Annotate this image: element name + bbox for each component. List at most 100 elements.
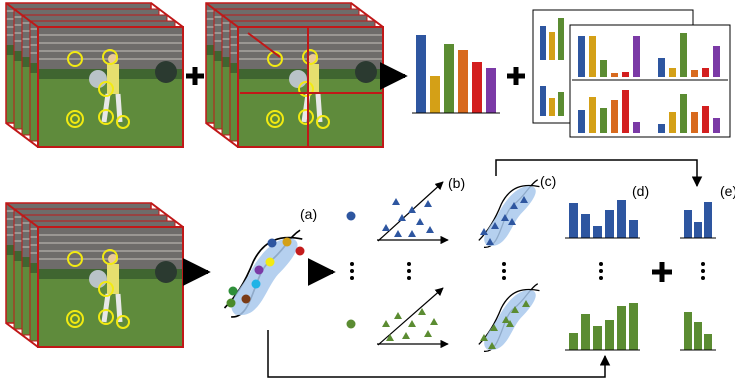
- cluster-dot: [347, 212, 356, 221]
- histogram: [629, 220, 638, 238]
- histogram: [593, 326, 602, 350]
- label-d: (d): [632, 183, 649, 199]
- ellipsis: [701, 269, 705, 273]
- histogram: [593, 226, 602, 238]
- histogram: [569, 333, 578, 350]
- ellipsis: [407, 269, 411, 273]
- histogram-set: [611, 100, 618, 133]
- scatter: [377, 182, 448, 345]
- feature-points: [266, 258, 275, 267]
- histogram: [565, 200, 640, 238]
- histogram-set: [633, 36, 640, 77]
- feature-points: [268, 239, 277, 248]
- triangles: [382, 198, 434, 237]
- histogram: [581, 314, 590, 350]
- ellipsis: [599, 276, 603, 280]
- histogram: [629, 303, 638, 350]
- histogram: [581, 214, 590, 238]
- ellipsis: [502, 262, 506, 266]
- ellipsis: [350, 269, 354, 273]
- histogram-set: [611, 73, 618, 77]
- figure: (a) (b) (c) (d) (e): [0, 0, 735, 381]
- ellipsis: [701, 276, 705, 280]
- histogram: [565, 303, 640, 350]
- histogram-set: [540, 26, 546, 60]
- label-c: (c): [540, 173, 556, 189]
- ellipsis: [599, 262, 603, 266]
- histogram: [704, 334, 712, 350]
- histogram-set: [600, 60, 607, 77]
- label-a: (a): [300, 206, 317, 222]
- histogram-set: [680, 33, 687, 77]
- manifold: [479, 180, 540, 248]
- histogram-set: [533, 10, 730, 137]
- figure: [382, 308, 438, 341]
- histogram-set: [658, 58, 665, 77]
- histogram-set: [702, 68, 709, 77]
- plus: [186, 67, 204, 85]
- histogram-set: [680, 94, 687, 133]
- histogram-set: [669, 68, 676, 77]
- connector: [268, 330, 605, 377]
- histogram: [680, 312, 716, 350]
- histogram-set: [633, 122, 640, 133]
- histogram-set: [578, 36, 585, 77]
- histogram-set: [589, 36, 596, 77]
- plus: [507, 67, 525, 85]
- histogram: [680, 202, 716, 238]
- ellipsis: [350, 262, 354, 266]
- video-cube: [6, 203, 183, 347]
- histogram: [458, 50, 468, 113]
- histogram-set: [622, 72, 629, 77]
- histogram-set: [658, 124, 665, 133]
- histogram: [704, 202, 712, 238]
- histogram: [617, 200, 626, 238]
- histogram: [694, 322, 702, 350]
- histogram: [684, 210, 692, 238]
- triangles: [382, 198, 434, 237]
- histogram-set: [558, 92, 564, 116]
- histogram: [694, 222, 702, 238]
- feature-points: [283, 238, 292, 247]
- ellipsis: [502, 269, 506, 273]
- feature-points: [242, 295, 251, 304]
- histogram-set: [578, 110, 585, 133]
- label-e: (e): [720, 183, 735, 199]
- video-cube: [206, 3, 383, 147]
- plus: [652, 262, 672, 282]
- connector: [496, 160, 697, 186]
- histogram-set: [669, 112, 676, 133]
- histogram: [617, 306, 626, 350]
- histogram-set: [622, 90, 629, 133]
- histogram: [605, 210, 614, 238]
- histogram: [684, 312, 692, 350]
- feature-points: [296, 247, 305, 256]
- histogram-set: [549, 98, 555, 116]
- histogram: [472, 62, 482, 113]
- histogram-set: [691, 70, 698, 77]
- histogram-set: [691, 112, 698, 133]
- histogram: [444, 44, 454, 113]
- feature-points: [252, 280, 261, 289]
- histogram-set: [589, 97, 596, 133]
- histogram-set: [713, 46, 720, 77]
- histogram: [412, 35, 500, 113]
- feature-points: [227, 299, 236, 308]
- histogram-set: [540, 86, 546, 116]
- feature-points: [229, 287, 238, 296]
- histogram-set: [702, 106, 709, 133]
- histogram-set: [600, 108, 607, 133]
- histogram-set: [558, 18, 564, 60]
- histogram-set: [713, 118, 720, 133]
- histogram: [486, 68, 496, 113]
- ellipsis: [599, 269, 603, 273]
- ellipsis: [407, 276, 411, 280]
- histogram: [605, 320, 614, 350]
- feature-points: [255, 266, 264, 275]
- ellipsis: [701, 262, 705, 266]
- histogram: [569, 203, 578, 238]
- cluster-dot: [347, 320, 356, 329]
- video-cube: [6, 3, 183, 147]
- manifold: [479, 284, 540, 352]
- histogram-set: [549, 32, 555, 60]
